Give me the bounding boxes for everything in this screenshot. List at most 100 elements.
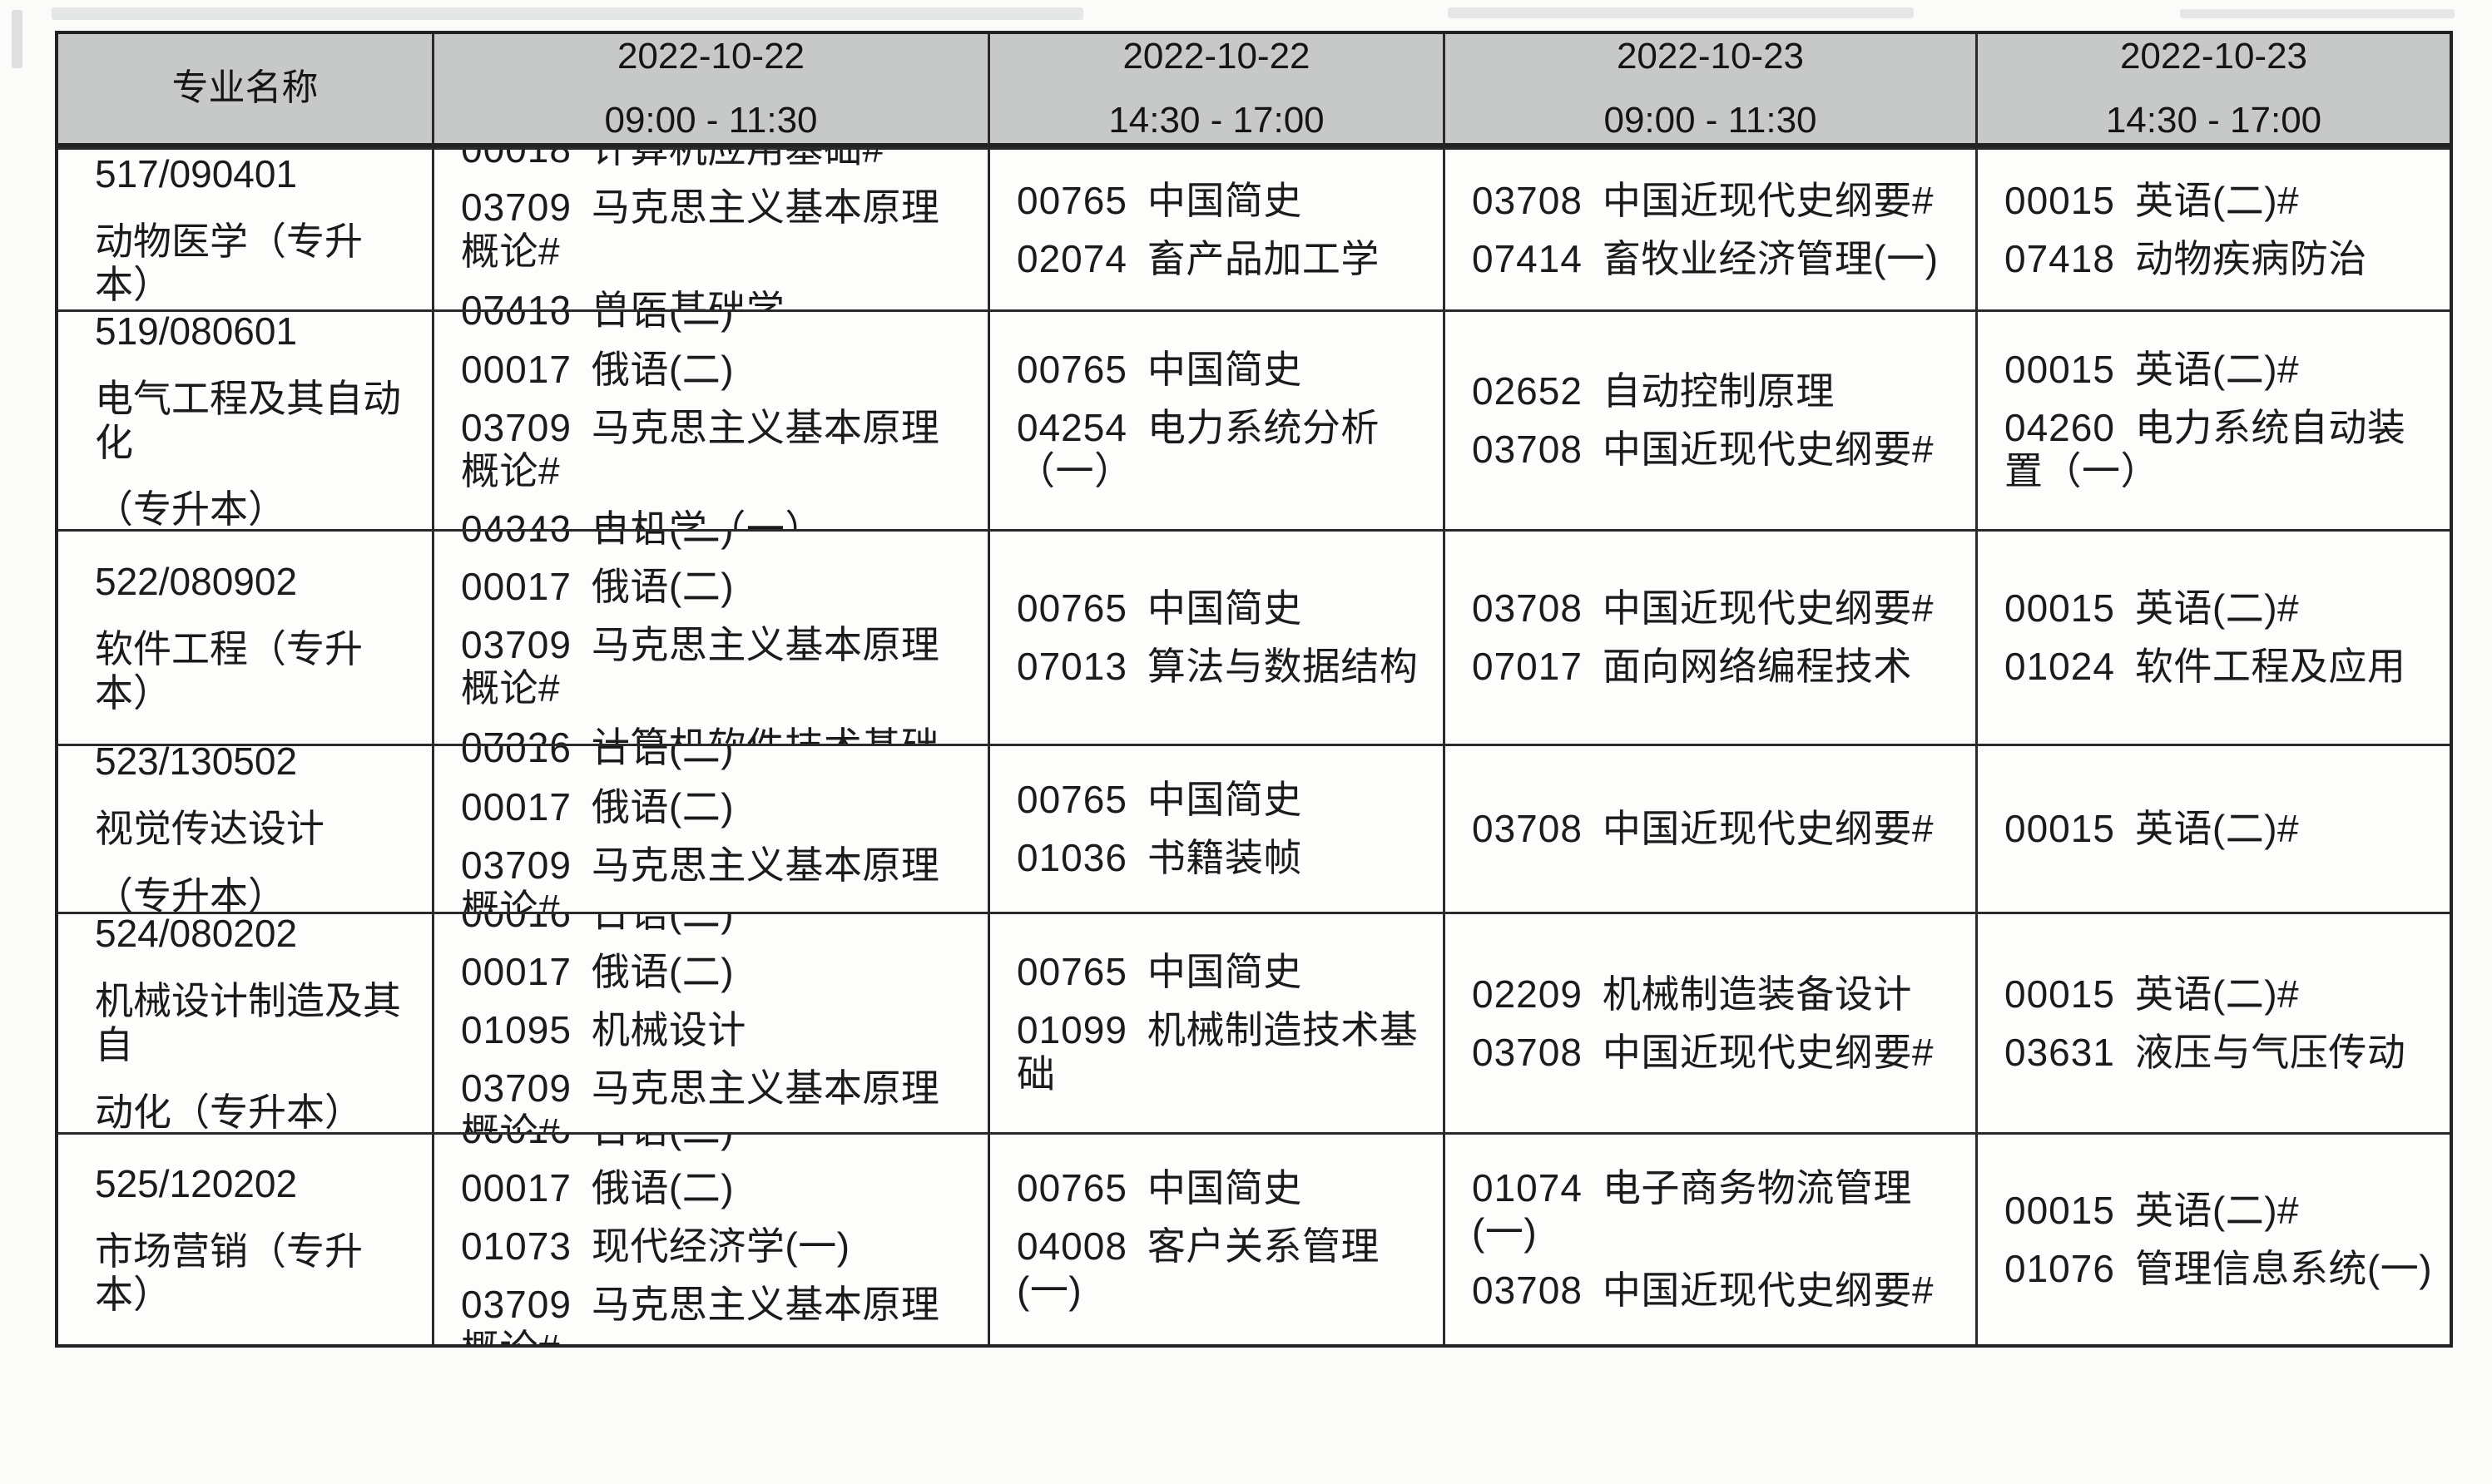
course-code: 00017 bbox=[461, 1166, 572, 1210]
course-code: 01095 bbox=[461, 1008, 572, 1052]
session-courses-cell: 00016 日语(二) 00017 俄语(二) 03709 马克思主义基本原理概论# bbox=[432, 744, 988, 912]
header-session-date: 2022-10-23 bbox=[1616, 35, 1805, 77]
course-name: 马克思主义基本原理概论# bbox=[461, 843, 940, 913]
course-code: 03708 bbox=[1472, 807, 1583, 851]
course-name: 现代经济学(一) bbox=[591, 1224, 850, 1269]
course-name: 算法与数据结构 bbox=[1147, 645, 1419, 688]
major-name-cell: 524/080202 机械设计制造及其自 动化（专升本） bbox=[58, 912, 432, 1132]
course-name: 马克思主义基本原理概论# bbox=[461, 622, 940, 710]
course-code: 01036 bbox=[1017, 836, 1127, 879]
course-code: 01073 bbox=[461, 1224, 572, 1269]
course-item: 07326计算机软件技术基础 bbox=[461, 725, 976, 744]
course-name: 日语(二) bbox=[592, 532, 734, 550]
course-code: 07414 bbox=[1472, 236, 1583, 280]
course-name: 电力系统自动装置（一） bbox=[2004, 405, 2406, 493]
course-code: 00018 bbox=[461, 147, 572, 171]
course-name: 书籍装帧 bbox=[1147, 836, 1302, 879]
major-name-line: 523/130502 bbox=[95, 744, 298, 784]
major-name-line: 动物医学（专升本） bbox=[95, 219, 363, 307]
course-name: 中国近现代史纲要# bbox=[1602, 1030, 1935, 1074]
session-courses-cell: 00765 中国简史 01036 书籍装帧 bbox=[988, 744, 1443, 912]
major-name-cell: 519/080601 电气工程及其自动化 （专升本） bbox=[58, 309, 432, 529]
major-name-line: （专升本） bbox=[95, 487, 286, 529]
course-code: 07418 bbox=[2004, 236, 2115, 280]
session-courses-cell: 00765 中国简史 01099 机械制造技术基础 bbox=[988, 912, 1443, 1132]
course-name: 中国近现代史纲要# bbox=[1602, 178, 1935, 222]
course-item: 00765 中国简史 bbox=[1017, 778, 1431, 822]
course-item: 00765 中国简史 bbox=[1017, 348, 1431, 392]
table-row: 519/080601 电气工程及其自动化 （专升本） 00016 日语(二) 00017 俄… bbox=[58, 309, 2450, 529]
course-item: 01074 电子商务物流管理(一) bbox=[1472, 1166, 1964, 1254]
major-name-line: （专升本） bbox=[95, 873, 286, 912]
course-code: 00015 bbox=[2004, 347, 2115, 391]
session-courses-cell: 00765 中国简史 07013 算法与数据结构 bbox=[988, 529, 1443, 744]
course-name: 机械制造装备设计 bbox=[1602, 972, 1912, 1016]
course-item: 00017 俄语(二) bbox=[461, 1166, 976, 1210]
table-header-row: 专业名称 2022-10-22 09:00 - 11:30 2022-10-22 14:… bbox=[58, 34, 2450, 147]
course-name: 英语(二)# bbox=[2134, 178, 2300, 222]
course-code: 01099 bbox=[1017, 1008, 1127, 1052]
course-code: 04254 bbox=[1017, 405, 1127, 449]
major-name-line: 机械设计制造及其自 bbox=[95, 979, 401, 1066]
course-item: 04242电机学（一） bbox=[461, 507, 976, 529]
major-name-line: 525/120202 bbox=[95, 1161, 298, 1205]
course-name: 日语(二) bbox=[591, 744, 735, 770]
course-name: 俄语(二) bbox=[591, 784, 735, 829]
header-major-label: 专业名称 bbox=[171, 67, 319, 109]
course-item: 00017 俄语(二) bbox=[461, 348, 976, 392]
course-item: 03708 中国近现代史纲要# bbox=[1472, 428, 1964, 472]
course-name: 英语(二)# bbox=[2134, 1188, 2300, 1232]
course-item: 00015 英语(二)# bbox=[2004, 586, 2438, 631]
course-item: 01073 现代经济学(一) bbox=[461, 1224, 976, 1269]
course-item: 03708 中国近现代史纲要# bbox=[1472, 1031, 1964, 1075]
course-name: 兽医基础学 bbox=[591, 287, 785, 309]
major-name-line: 软件工程（专升本） bbox=[95, 627, 363, 715]
course-code: 00015 bbox=[2004, 807, 2115, 851]
course-code: 00016 bbox=[461, 912, 572, 936]
course-code: 00017 bbox=[461, 564, 572, 608]
course-name: 自动控制原理 bbox=[1602, 369, 1835, 413]
course-code: 02652 bbox=[1472, 369, 1583, 413]
course-code: 01076 bbox=[2004, 1246, 2115, 1290]
header-session-cell: 2022-10-23 14:30 - 17:00 bbox=[1975, 34, 2450, 147]
table-row: 524/080202 机械设计制造及其自 动化（专升本） 00016 日语(二) 0001… bbox=[58, 912, 2450, 1132]
course-name: 中国简史 bbox=[1147, 950, 1302, 994]
course-name: 日语(二) bbox=[592, 1135, 734, 1151]
course-code: 00765 bbox=[1017, 347, 1127, 391]
session-courses-cell: 00015 英语(二)# 01076 管理信息系统(一) bbox=[1975, 1132, 2450, 1344]
major-name-cell: 523/130502 视觉传达设计 （专升本） bbox=[58, 744, 432, 912]
session-courses-cell: 00015 英语(二)# 03631 液压与气压传动 bbox=[1975, 912, 2450, 1132]
course-code: 00016 bbox=[461, 744, 572, 770]
course-name: 管理信息系统(一) bbox=[2134, 1246, 2433, 1290]
course-item: 04260 电力系统自动装置（一） bbox=[2004, 406, 2438, 494]
major-name-line: 517/090401 bbox=[95, 151, 298, 195]
header-session-date: 2022-10-22 bbox=[617, 35, 805, 77]
course-name: 俄语(二) bbox=[591, 950, 735, 994]
header-session-date: 2022-10-22 bbox=[1122, 35, 1310, 77]
session-courses-cell: 03708 中国近现代史纲要# bbox=[1443, 744, 1975, 912]
session-courses-cell: 00015 英语(二)# bbox=[1975, 744, 2450, 912]
course-code: 07326 bbox=[461, 725, 592, 744]
course-item: 00015 英语(二)# bbox=[2004, 972, 2438, 1017]
major-name-line: 市场营销（专升本） bbox=[95, 1229, 363, 1317]
session-courses-cell: 00015 英语(二)# 01024 软件工程及应用 bbox=[1975, 529, 2450, 744]
course-code: 03709 bbox=[461, 1282, 572, 1326]
course-item: 00015 英语(二)# bbox=[2004, 179, 2438, 223]
course-code: 00015 bbox=[2004, 972, 2115, 1016]
course-code: 01074 bbox=[1472, 1166, 1583, 1210]
course-item: 00016 日语(二) bbox=[461, 744, 976, 771]
course-item: 00765 中国简史 bbox=[1017, 586, 1431, 631]
course-code: 07412 bbox=[461, 287, 572, 309]
session-courses-cell: 00015 英语(二)# 04260 电力系统自动装置（一） bbox=[1975, 309, 2450, 529]
course-item: 00765 中国简史 bbox=[1017, 950, 1431, 994]
course-name: 马克思主义基本原理概论# bbox=[461, 1282, 940, 1344]
course-name: 畜产品加工学 bbox=[1147, 236, 1380, 280]
session-courses-cell: 00018 计算机应用基础# 03709 马克思主义基本原理概论# 07412 兽医基础学 bbox=[432, 147, 988, 309]
course-name: 俄语(二) bbox=[591, 564, 735, 608]
course-code: 03709 bbox=[461, 843, 572, 887]
table-row: 525/120202市场营销（专升本）00016日语(二)00017俄语(二)0… bbox=[58, 1132, 2450, 1344]
major-name-line: 视觉传达设计 bbox=[95, 807, 325, 851]
